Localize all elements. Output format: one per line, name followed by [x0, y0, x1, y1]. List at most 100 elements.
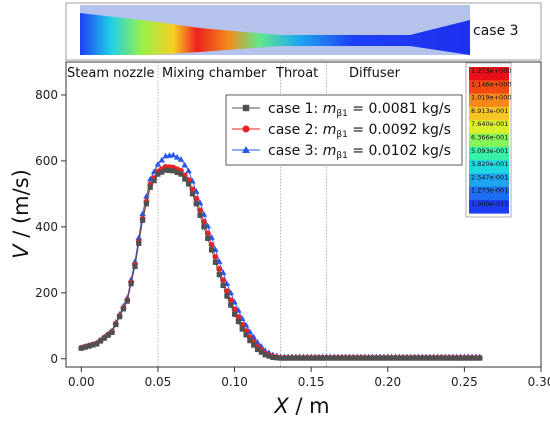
data-point: [381, 355, 387, 361]
data-point: [411, 355, 418, 361]
colorbar-tick-label: 3.820e-001: [471, 160, 508, 168]
colorbar-segment: [469, 80, 509, 94]
data-point: [113, 321, 119, 328]
data-point: [308, 355, 314, 361]
data-point: [335, 355, 341, 361]
colorbar-segment: [469, 93, 509, 108]
data-point: [181, 161, 188, 168]
data-point: [151, 178, 157, 184]
data-point: [178, 171, 184, 177]
data-point: [408, 355, 414, 361]
data-point: [124, 298, 130, 304]
plot-area: [65, 61, 542, 368]
data-point: [251, 342, 257, 348]
x-tick-label: 0.15: [298, 375, 325, 389]
colorbar-segment: [469, 120, 509, 134]
colorbar-segment: [469, 200, 509, 214]
data-point: [461, 355, 467, 361]
data-point: [205, 235, 211, 242]
data-point: [320, 355, 326, 361]
data-point: [158, 156, 166, 163]
data-point: [239, 326, 245, 332]
data-point: [419, 355, 425, 361]
data-point: [289, 355, 295, 361]
data-point: [78, 345, 84, 351]
series-case-2: [78, 163, 483, 361]
data-point: [235, 319, 241, 325]
data-point: [339, 355, 345, 361]
x-tick-label: 0.00: [68, 375, 95, 389]
data-point: [343, 355, 349, 361]
data-point: [101, 335, 107, 341]
data-point: [166, 167, 173, 174]
data-point: [400, 355, 406, 361]
ejector-flow-field: [80, 13, 470, 55]
data-point: [97, 338, 104, 344]
data-point: [469, 355, 475, 361]
contour-inset: case 3: [65, 2, 542, 61]
data-point: [247, 338, 253, 344]
data-point: [300, 355, 307, 361]
y-tick-label: 400: [35, 220, 58, 234]
data-point: [323, 355, 330, 361]
data-point: [235, 307, 242, 313]
data-point: [170, 168, 176, 174]
data-point: [242, 125, 250, 133]
data-point: [304, 355, 310, 361]
data-point: [293, 355, 299, 361]
data-point: [105, 332, 111, 338]
data-point: [90, 342, 96, 348]
data-point: [173, 153, 181, 160]
data-point: [147, 184, 153, 190]
data-point: [327, 355, 333, 361]
data-point: [143, 201, 150, 207]
colorbar-segment: [469, 186, 509, 201]
region-label: Throat: [275, 66, 318, 81]
colorbar-tick-label: 1.019e+000: [471, 94, 511, 102]
data-point: [389, 355, 395, 361]
x-tick-label: 0.25: [451, 375, 478, 389]
colorbar-tick-label: 1.273e-001: [471, 187, 508, 195]
x-tick-label: 0.10: [221, 375, 248, 389]
colorbar-tick-label: 1.146e+000: [471, 80, 511, 88]
data-point: [231, 311, 238, 317]
colorbar-tick-label: 1.000e-015: [471, 200, 508, 208]
data-point: [197, 212, 203, 218]
colorbar-segment: [469, 67, 509, 81]
legend-entry: case 3: mβ1 = 0.0102 kg/s: [268, 143, 451, 161]
data-point: [465, 355, 471, 361]
data-point: [258, 349, 264, 355]
colorbar-tick-label: 6.366e-001: [471, 134, 508, 142]
data-point: [208, 247, 215, 253]
data-point: [174, 169, 180, 176]
data-point: [128, 281, 134, 287]
data-point: [392, 355, 399, 361]
data-point: [243, 332, 249, 338]
data-point: [185, 181, 192, 187]
y-tick-label: 0: [50, 352, 58, 366]
data-point: [277, 355, 284, 361]
data-point: [446, 355, 452, 361]
data-point: [266, 353, 272, 359]
colorbar-segment: [469, 146, 509, 161]
data-point: [242, 104, 250, 112]
data-point: [185, 167, 192, 174]
data-point: [212, 259, 218, 265]
data-point: [431, 355, 437, 361]
data-point: [162, 167, 169, 173]
y-tick-label: 200: [35, 286, 58, 300]
inset-case-label: case 3: [473, 23, 519, 39]
data-point: [189, 191, 196, 197]
data-point: [135, 234, 143, 241]
data-point: [331, 355, 337, 361]
data-point: [377, 355, 383, 361]
colorbar-tick-label: 7.640e-001: [471, 120, 508, 128]
colorbar-segment: [469, 133, 509, 148]
x-axis-label: X / m: [273, 394, 329, 418]
data-point: [159, 169, 165, 175]
data-point: [274, 355, 280, 361]
region-label: Steam nozzle: [67, 66, 155, 81]
legend-entry: case 1: mβ1 = 0.0081 kg/s: [268, 101, 451, 119]
data-point: [281, 355, 287, 361]
